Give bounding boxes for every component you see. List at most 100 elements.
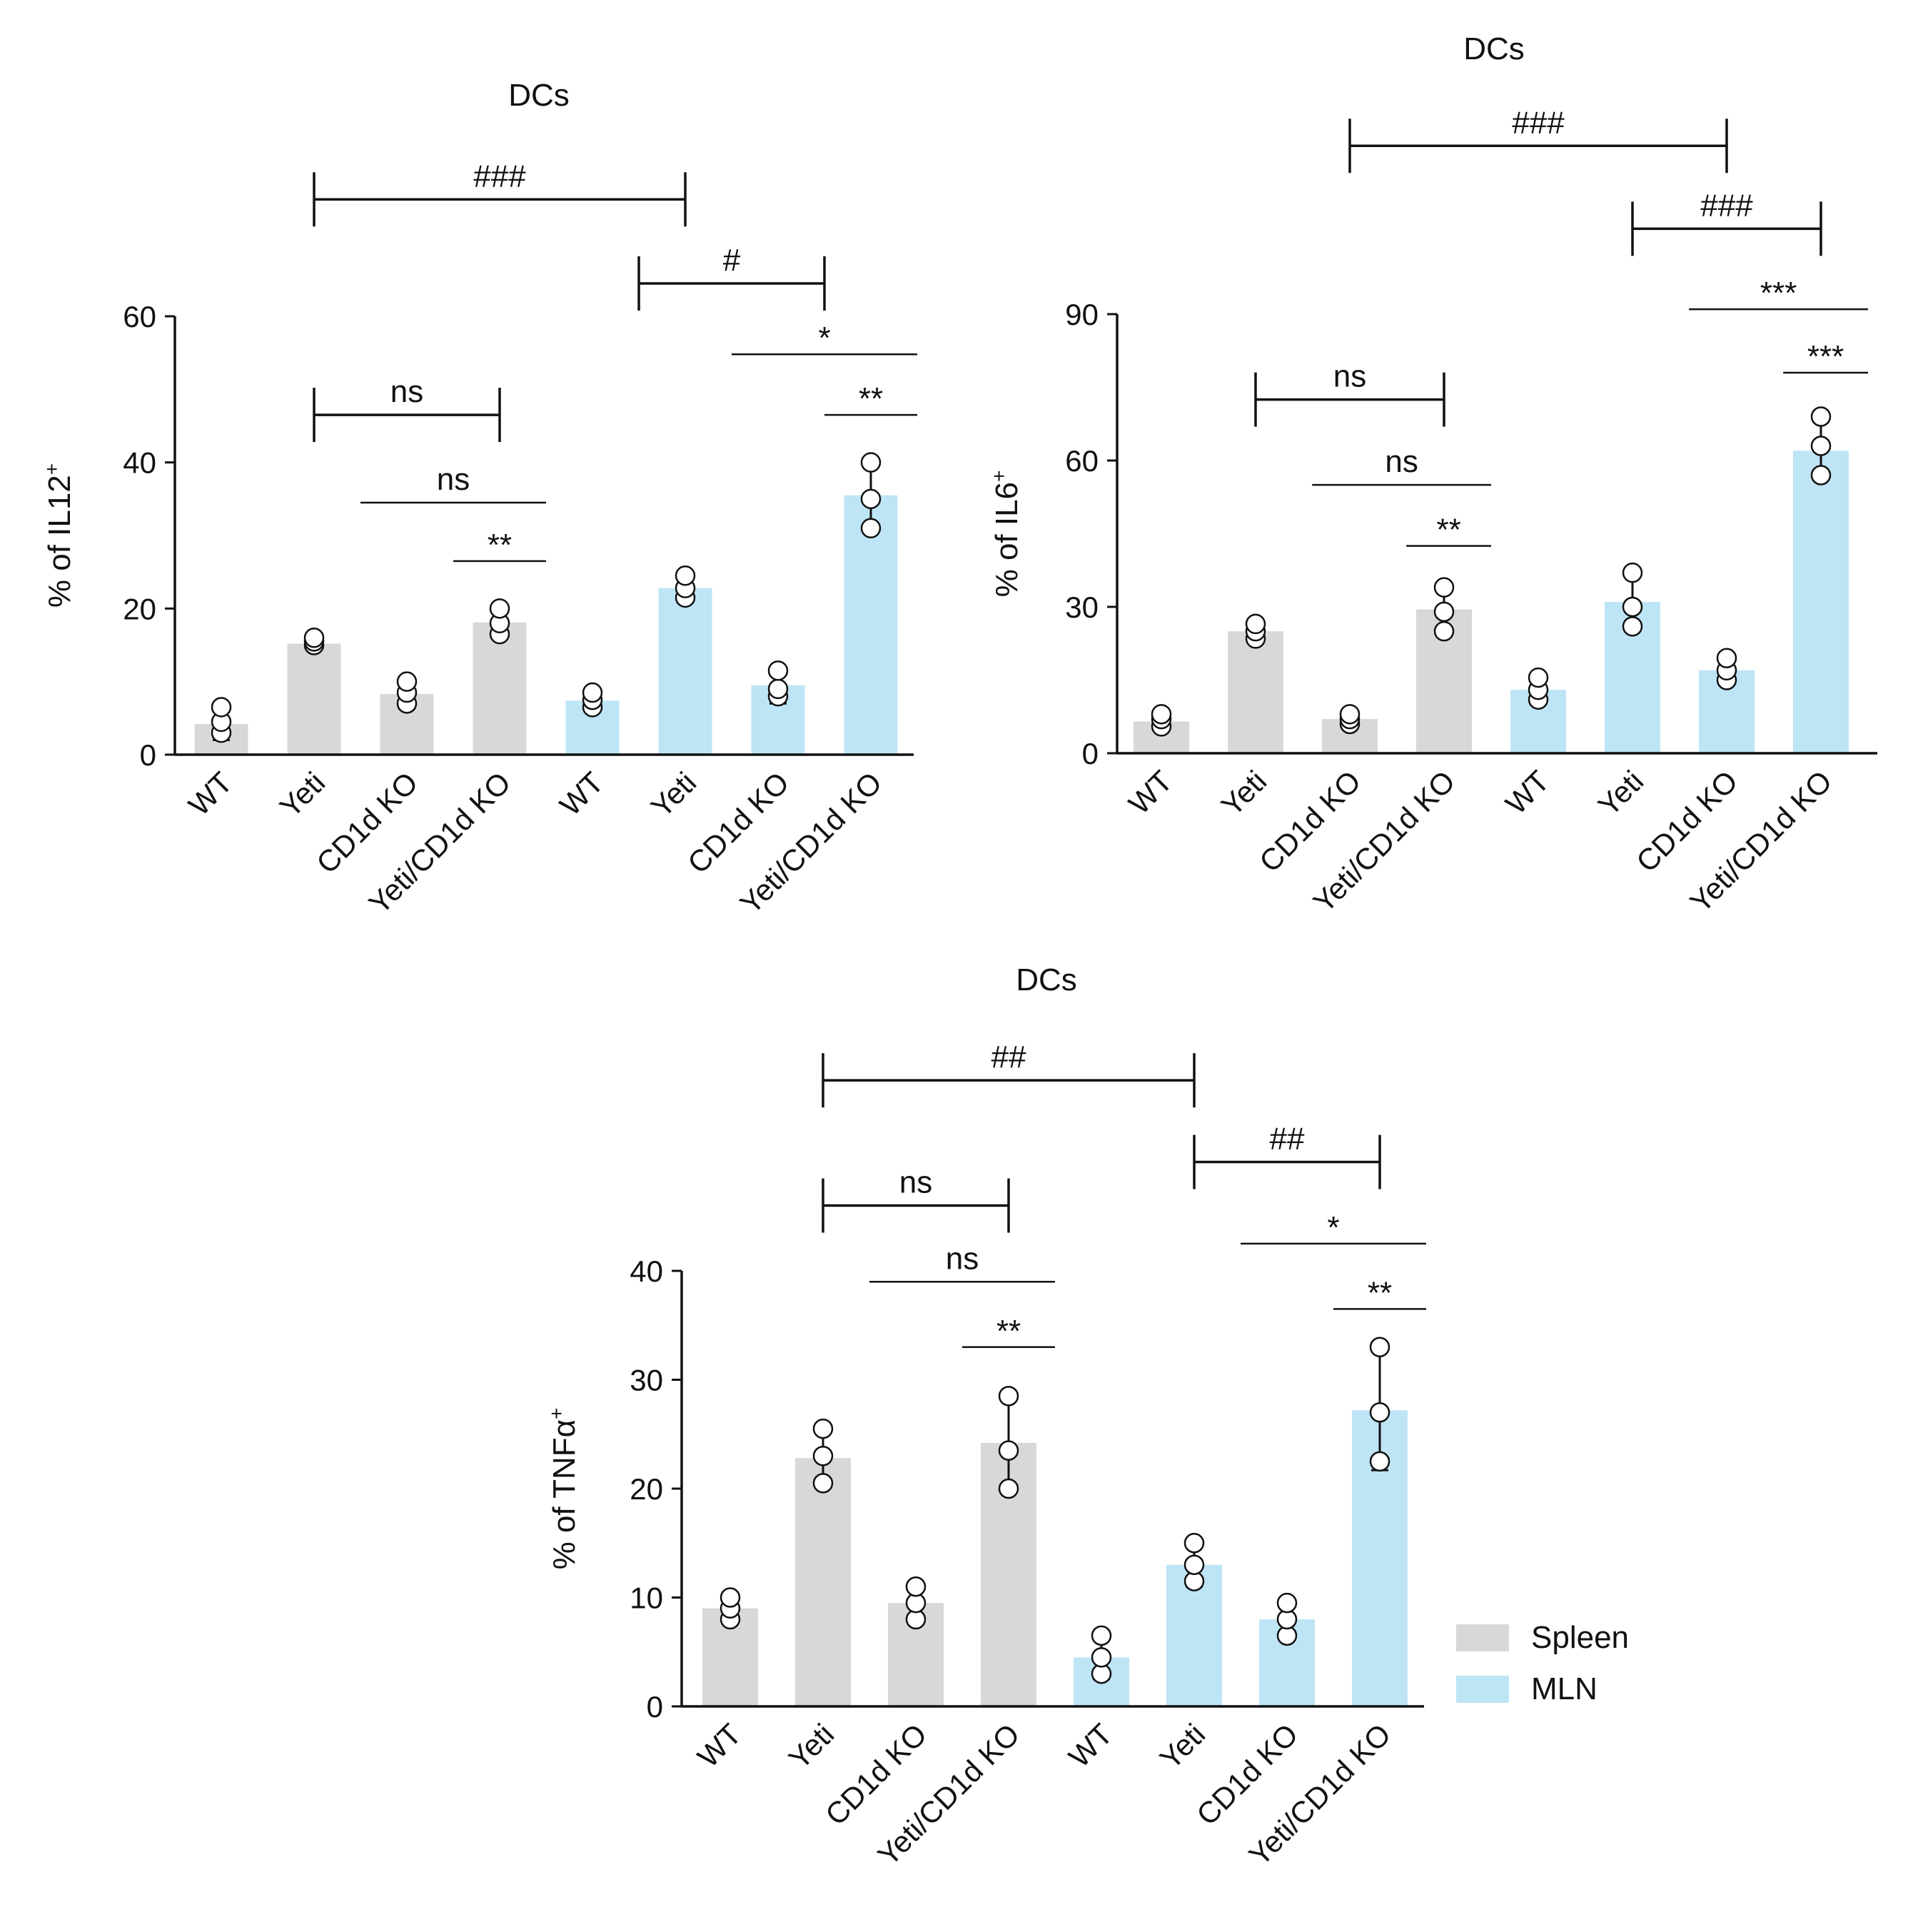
- y-tick-label-5: 40: [630, 1254, 663, 1288]
- y-tick-label-1: 0: [1082, 737, 1099, 770]
- data-point-4-1: [1433, 620, 1455, 642]
- significance-label-1: ns: [390, 374, 423, 409]
- significance-label-3: **: [1436, 513, 1460, 548]
- chart-title: DCs: [1463, 31, 1525, 66]
- data-point-6-3: [1622, 562, 1643, 583]
- data-point-6-3: [675, 565, 696, 586]
- y-tick-label-4: 30: [630, 1364, 663, 1397]
- x-tick-label-1: WT: [691, 1717, 747, 1773]
- significance-label-6: *: [818, 321, 830, 356]
- significance-label-4: ###: [473, 159, 526, 193]
- significance-label-5: #: [723, 243, 741, 278]
- y-tick-label-4: 60: [123, 300, 156, 333]
- bar-2: [795, 1458, 851, 1706]
- data-point-5-3: [582, 682, 603, 703]
- data-point-7-3: [1716, 648, 1737, 668]
- significance-label-6: ***: [1760, 276, 1797, 311]
- data-point-4-1: [998, 1478, 1019, 1499]
- y-tick-label-3: 60: [1065, 444, 1099, 478]
- significance-label-2: ns: [1385, 444, 1418, 479]
- data-point-6-1: [1622, 616, 1643, 637]
- significance-label-2: ns: [946, 1241, 979, 1276]
- data-point-5-3: [1091, 1625, 1112, 1646]
- legend-label-mln: MLN: [1531, 1671, 1597, 1706]
- x-tick-label-5: WT: [1499, 764, 1555, 820]
- data-point-2-3: [812, 1418, 834, 1439]
- y-tick-label-4: 90: [1065, 298, 1099, 331]
- significance-label-5: ##: [1270, 1122, 1305, 1157]
- data-point-3-3: [905, 1576, 927, 1597]
- data-point-7-3: [767, 660, 789, 681]
- significance-label-4: ###: [1512, 105, 1565, 140]
- data-point-4-2: [998, 1440, 1019, 1461]
- y-tick-label-2: 10: [630, 1581, 663, 1615]
- x-tick-label-5: WT: [553, 765, 610, 822]
- data-point-8-3: [1369, 1337, 1390, 1357]
- x-tick-label-6: Yeti: [645, 765, 703, 824]
- data-point-1-3: [211, 697, 232, 718]
- legend: Spleen MLN: [1456, 1620, 1629, 1706]
- legend-swatch-mln: [1456, 1676, 1509, 1703]
- y-tick-label-2: 30: [1065, 590, 1099, 624]
- bar-8: [844, 495, 898, 755]
- data-point-8-3: [1810, 406, 1832, 427]
- data-point-4-2: [1433, 601, 1455, 623]
- data-point-4-3: [489, 598, 510, 619]
- legend-label-spleen: Spleen: [1531, 1620, 1629, 1655]
- significance-label-4: ##: [991, 1040, 1026, 1075]
- data-point-2-2: [812, 1446, 834, 1466]
- significance-label-3: **: [488, 528, 512, 563]
- data-point-2-1: [812, 1473, 834, 1494]
- data-point-4-3: [998, 1386, 1019, 1407]
- data-point-8-3: [860, 452, 882, 473]
- data-point-8-2: [860, 488, 882, 510]
- y-axis-label: % of IL12+: [41, 463, 77, 608]
- data-point-7-2: [767, 678, 789, 700]
- y-tick-label-2: 20: [123, 592, 156, 625]
- y-tick-label-3: 40: [123, 446, 156, 480]
- y-tick-label-1: 0: [140, 738, 156, 772]
- x-tick-label-6: Yeti: [1592, 764, 1650, 822]
- chart-title: DCs: [508, 78, 570, 113]
- x-tick-label-1: WT: [1122, 764, 1178, 820]
- data-point-5-3: [1528, 667, 1549, 688]
- data-point-6-2: [1622, 596, 1643, 618]
- x-tick-label-2: Yeti: [1215, 764, 1273, 822]
- significance-label-7: **: [1368, 1275, 1392, 1310]
- data-point-6-2: [1183, 1554, 1205, 1575]
- significance-label-2: ns: [437, 462, 470, 497]
- data-point-8-1: [1369, 1451, 1390, 1472]
- bar-4: [473, 622, 527, 755]
- significance-label-7: ***: [1807, 339, 1844, 374]
- significance-label-1: ns: [1333, 359, 1366, 394]
- bar-6: [658, 588, 712, 755]
- data-point-3-3: [396, 671, 418, 692]
- data-point-8-2: [1810, 436, 1832, 456]
- data-point-4-3: [1433, 577, 1455, 598]
- x-tick-label-6: Yeti: [1154, 1717, 1212, 1776]
- x-tick-label-1: WT: [182, 765, 238, 822]
- data-point-3-3: [1339, 704, 1361, 725]
- data-point-1-3: [1151, 704, 1172, 725]
- x-tick-label-2: Yeti: [273, 765, 332, 824]
- significance-label-3: **: [996, 1314, 1021, 1349]
- significance-label-7: **: [859, 381, 883, 416]
- bar-2: [1228, 631, 1283, 753]
- x-tick-label-5: WT: [1062, 1717, 1119, 1773]
- chart-title: DCs: [1016, 962, 1077, 997]
- data-point-8-2: [1369, 1402, 1390, 1423]
- data-point-2-3: [1245, 613, 1266, 635]
- y-tick-label-1: 0: [647, 1690, 663, 1724]
- data-point-6-3: [1183, 1533, 1205, 1554]
- significance-label-1: ns: [899, 1165, 932, 1200]
- bar-2: [287, 643, 341, 755]
- significance-label-6: *: [1327, 1210, 1339, 1245]
- data-point-5-2: [1091, 1647, 1112, 1668]
- x-tick-label-2: Yeti: [782, 1717, 841, 1776]
- data-point-8-1: [860, 518, 882, 539]
- data-point-1-3: [720, 1587, 741, 1608]
- data-point-2-3: [303, 628, 325, 648]
